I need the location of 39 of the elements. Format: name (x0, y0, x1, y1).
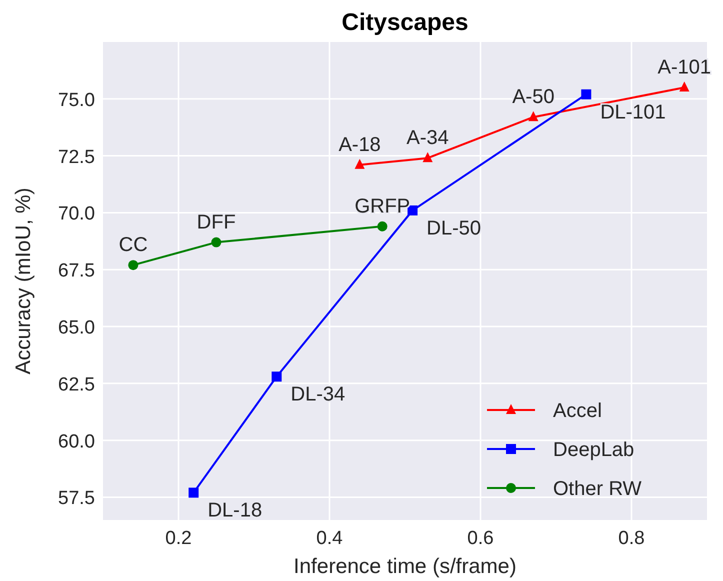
x-tick-label: 0.6 (467, 528, 494, 549)
annotation: DL-50 (426, 217, 482, 240)
y-tick-label: 75.0 (58, 90, 95, 111)
point (128, 260, 138, 270)
point (377, 221, 388, 232)
y-tick-label: 57.5 (58, 488, 95, 510)
y-tick-label: 65.0 (58, 318, 95, 339)
x-tick-label: 0.8 (618, 528, 645, 549)
annotation: DFF (196, 211, 236, 234)
annotation: DL-18 (208, 500, 262, 522)
point (679, 82, 690, 92)
point (354, 158, 365, 169)
y-tick-label: 60.0 (58, 431, 95, 452)
annotation: CC (118, 234, 148, 256)
annotation: A-50 (512, 86, 554, 108)
annotation: A-101 (658, 56, 712, 79)
annotation: A-34 (406, 127, 449, 150)
legend-label: Other RW (553, 478, 642, 500)
point (188, 488, 199, 498)
point (211, 237, 222, 248)
x-tick-label: 0.2 (165, 528, 192, 549)
point (272, 372, 282, 382)
x-axis-title: Inference time (s/frame) (294, 555, 516, 578)
x-tick-label: 0.4 (316, 528, 344, 549)
y-axis-title: Accuracy (mIoU, %) (12, 188, 35, 374)
annotation: DL-34 (290, 384, 346, 406)
point (581, 89, 592, 100)
annotation: A-18 (338, 134, 381, 156)
annotation: GRFP (354, 195, 410, 218)
y-tick-label: 70.0 (58, 204, 95, 225)
point (422, 152, 433, 162)
legend-label: Accel (553, 400, 602, 422)
legend-label: DeepLab (553, 439, 634, 461)
point (528, 111, 538, 122)
chart-title: Cityscapes (342, 9, 468, 36)
annotation: DL-101 (600, 101, 666, 124)
y-tick-label: 62.5 (58, 374, 95, 396)
y-tick-label: 67.5 (58, 260, 95, 282)
y-tick-label: 72.5 (58, 146, 95, 168)
